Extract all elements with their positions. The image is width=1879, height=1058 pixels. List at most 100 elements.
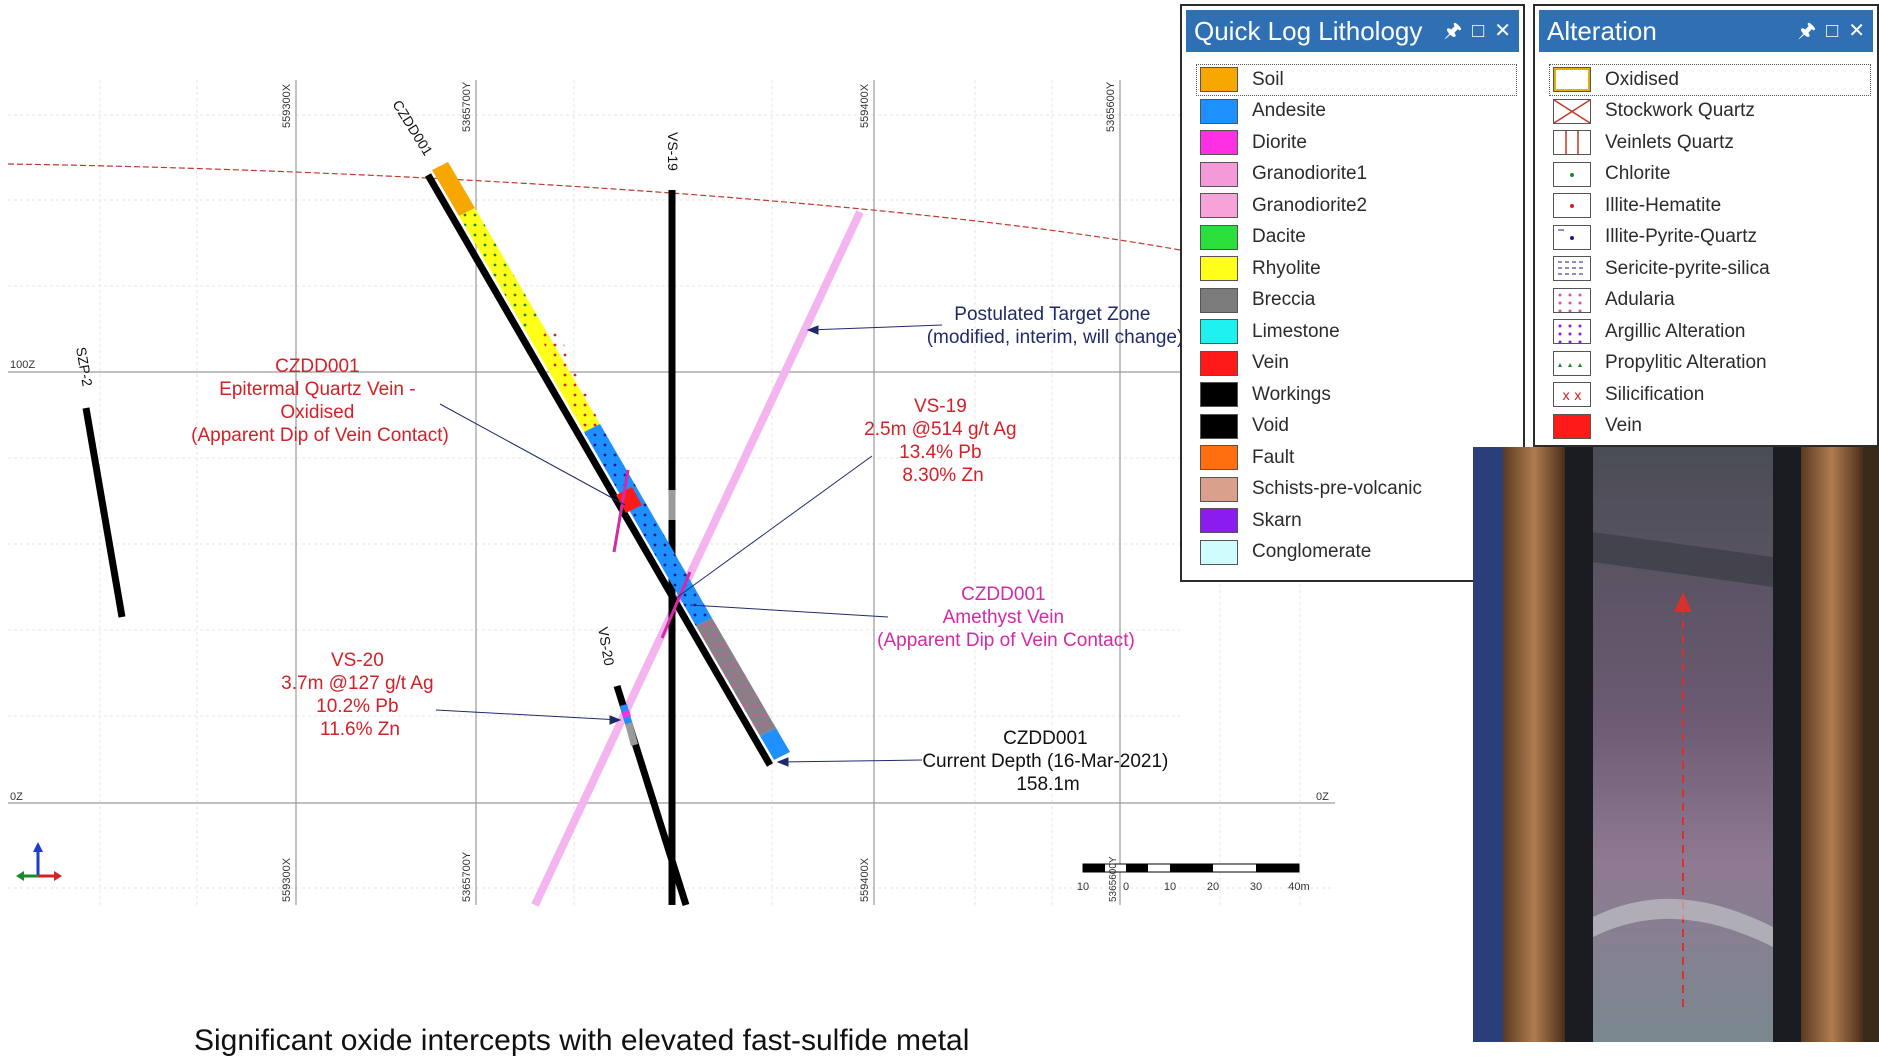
alteration-swatch-cross <box>1553 98 1591 124</box>
scale-tick-label: 20 <box>1207 881 1219 893</box>
lithology-swatch <box>1200 130 1238 156</box>
axis-label-x1-top: 559300X <box>281 83 293 128</box>
vs-19-sample <box>668 490 676 520</box>
lithology-item-dacite[interactable]: Dacite <box>1196 222 1517 254</box>
lithology-swatch <box>1200 319 1238 345</box>
maximize-icon[interactable]: □ <box>1472 20 1485 42</box>
lithology-item-conglomerate[interactable]: Conglomerate <box>1196 537 1517 569</box>
alteration-label: Argillic Alteration <box>1605 320 1746 342</box>
lithology-item-workings[interactable]: Workings <box>1196 379 1517 411</box>
lithology-item-diorite[interactable]: Diorite <box>1196 127 1517 159</box>
alteration-label: Illite-Hematite <box>1605 194 1722 216</box>
scale-tick-label: 30 <box>1250 881 1262 893</box>
axis-label-y2-top: 5365600Y <box>1105 81 1117 132</box>
alteration-label: Oxidised <box>1605 68 1679 90</box>
lithology-swatch <box>1200 67 1238 93</box>
lithology-swatch <box>1200 445 1238 471</box>
lithology-item-rhyolite[interactable]: Rhyolite <box>1196 253 1517 285</box>
lithology-swatch <box>1200 161 1238 187</box>
alteration-label: Illite-Pyrite-Quartz <box>1605 226 1758 248</box>
alteration-item-stockwork-quartz[interactable]: Stockwork Quartz <box>1549 96 1871 128</box>
alteration-swatch-green-triangles <box>1553 350 1591 376</box>
czdd001-andesite-bottom <box>760 728 790 760</box>
lithology-item-breccia[interactable]: Breccia <box>1196 285 1517 317</box>
lithology-item-skarn[interactable]: Skarn <box>1196 505 1517 537</box>
alteration-label: Stockwork Quartz <box>1605 100 1755 122</box>
lithology-swatch <box>1200 287 1238 313</box>
axis-label-x1-bottom: 559300X <box>281 857 293 902</box>
scale-tick-label: 0 <box>1123 881 1129 893</box>
alteration-panel-header: Alteration 🖈 □ ✕ <box>1539 10 1873 52</box>
svg-text:x x: x x <box>1562 389 1582 404</box>
pin-icon[interactable]: 🖈 <box>1797 20 1817 42</box>
alteration-item-veinlets-quartz[interactable]: Veinlets Quartz <box>1549 127 1871 159</box>
lithology-label: Rhyolite <box>1252 257 1321 279</box>
czdd001-andesite-dots <box>584 424 712 626</box>
epithermal-vein-dip-mark <box>612 469 630 553</box>
axis-label-x2-bottom: 559400X <box>859 857 871 902</box>
lithology-label: Granodiorite2 <box>1252 194 1368 216</box>
alteration-swatch-pink-dots <box>1553 287 1591 313</box>
scale-bar: 10 0 10 20 30 40m 5365600Y <box>1077 856 1310 902</box>
lithology-item-schists-pre-volcanic[interactable]: Schists-pre-volcanic <box>1196 474 1517 506</box>
lithology-label: Fault <box>1252 446 1295 468</box>
lithology-label: Conglomerate <box>1252 541 1372 563</box>
lithology-item-vein[interactable]: Vein <box>1196 348 1517 380</box>
drillhole-czdd001 <box>424 162 790 767</box>
axis-label-x2-top: 559400X <box>859 83 871 128</box>
alteration-item-oxidised[interactable]: Oxidised <box>1549 64 1871 96</box>
lithology-item-granodiorite1[interactable]: Granodiorite1 <box>1196 159 1517 191</box>
drill-core-photo <box>1473 447 1879 1042</box>
topography-line <box>7 163 1181 251</box>
alteration-item-silicification[interactable]: x x Silicification <box>1549 379 1871 411</box>
lithology-label: Workings <box>1252 383 1331 405</box>
alteration-label: Silicification <box>1605 383 1705 405</box>
orientation-axes-icon <box>16 842 62 881</box>
alteration-item-illite-pyrite-quartz[interactable]: Illite-Pyrite-Quartz <box>1549 222 1871 254</box>
maximize-icon[interactable]: □ <box>1826 20 1839 42</box>
alteration-item-propylitic-alteration[interactable]: Propylitic Alteration <box>1549 348 1871 380</box>
close-icon[interactable]: ✕ <box>1494 20 1511 42</box>
alteration-item-illite-hematite[interactable]: Illite-Hematite <box>1549 190 1871 222</box>
drillhole-label-szp-2: SZP-2 <box>73 346 96 388</box>
lithology-label: Skarn <box>1252 509 1302 531</box>
lithology-swatch <box>1200 224 1238 250</box>
lithology-item-fault[interactable]: Fault <box>1196 442 1517 474</box>
alteration-item-adularia[interactable]: Adularia <box>1549 285 1871 317</box>
alteration-item-vein[interactable]: Vein <box>1549 411 1871 443</box>
alteration-item-sericite-pyrite-silica[interactable]: Sericite-pyrite-silica <box>1549 253 1871 285</box>
alteration-item-argillic-alteration[interactable]: Argillic Alteration <box>1549 316 1871 348</box>
czdd001-green-alt <box>459 208 540 328</box>
lithology-label: Dacite <box>1252 226 1306 248</box>
alteration-swatch-oxidised <box>1553 67 1591 93</box>
alteration-swatch-red-dots <box>1553 193 1591 219</box>
drillhole-label-czdd001: CZDD001 <box>389 97 436 158</box>
leader-epithermal <box>439 403 626 506</box>
level-label-0z-right: 0Z <box>1316 791 1329 803</box>
alteration-item-chlorite[interactable]: Chlorite <box>1549 159 1871 191</box>
czdd001-soil <box>432 162 475 216</box>
lithology-swatch <box>1200 382 1238 408</box>
lithology-item-limestone[interactable]: Limestone <box>1196 316 1517 348</box>
lithology-item-andesite[interactable]: Andesite <box>1196 96 1517 128</box>
lithology-item-void[interactable]: Void <box>1196 411 1517 443</box>
alteration-label: Chlorite <box>1605 163 1671 185</box>
lithology-item-soil[interactable]: Soil <box>1196 64 1517 96</box>
czdd001-red-alt <box>540 327 600 432</box>
lithology-panel-header: Quick Log Lithology 🖈 □ ✕ <box>1186 10 1519 52</box>
alteration-label: Veinlets Quartz <box>1605 131 1734 153</box>
scale-tick-label: 10 <box>1164 881 1176 893</box>
alteration-label: Adularia <box>1605 289 1675 311</box>
lithology-label: Breccia <box>1252 289 1316 311</box>
annotation-current-depth: CZDD001 Current Depth (16-Mar-2021) 158.… <box>922 728 1173 795</box>
lithology-label: Limestone <box>1252 320 1340 342</box>
alteration-swatch-green-dots <box>1553 161 1591 187</box>
lithology-item-granodiorite2[interactable]: Granodiorite2 <box>1196 190 1517 222</box>
pin-icon[interactable]: 🖈 <box>1443 20 1463 42</box>
annotation-vs19-intercept: VS-19 2.5m @514 g/t Ag 13.4% Pb 8.30% Zn <box>864 396 1022 486</box>
scale-tick-label: 10 <box>1077 881 1089 893</box>
lithology-swatch <box>1200 476 1238 502</box>
close-icon[interactable]: ✕ <box>1848 20 1865 42</box>
drillhole-szp-2 <box>82 407 126 618</box>
